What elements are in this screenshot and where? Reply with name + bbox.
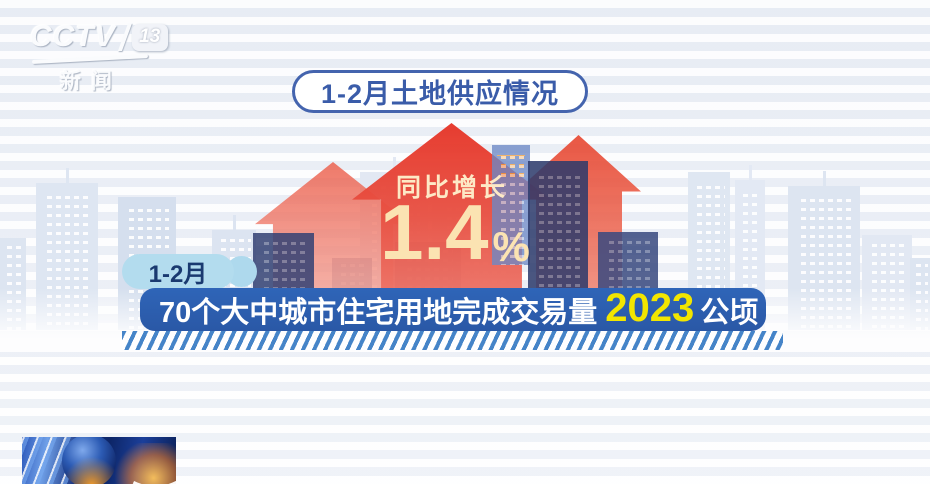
orange-glow [108, 443, 176, 484]
logo-underline [31, 53, 149, 65]
cctv-logo-row: CCTV 13 [30, 20, 168, 54]
logo-slash-icon [117, 23, 132, 51]
statistic-banner: 70个大中城市住宅用地完成交易量 2023 公顷 [140, 288, 766, 331]
news-opener-thumbnail [22, 437, 176, 484]
growth-label: 同比增长 [395, 174, 508, 202]
banner-prefix: 70个大中城市住宅用地完成交易量 [159, 296, 598, 329]
period-badge: 1-2月 [122, 254, 234, 289]
channel-number-badge: 13 [131, 23, 168, 51]
banner-value: 2023 [605, 286, 695, 330]
chart-title: 1-2月土地供应情况 [321, 79, 560, 109]
chart-title-badge: 1-2月土地供应情况 [292, 70, 589, 113]
percent-sign: % [492, 223, 530, 270]
growth-number: 1.4 [380, 188, 489, 276]
cctv-logo-text: CCTV [30, 20, 116, 53]
hazard-stripes [122, 331, 783, 350]
banner-suffix: 公顷 [700, 296, 759, 329]
cctv13-logo: CCTV 13 新闻 [30, 20, 168, 95]
globe-icon [62, 437, 116, 484]
channel-number: 13 [139, 26, 161, 47]
building-silhouette [492, 145, 530, 265]
period-text: 1-2月 [148, 261, 208, 288]
channel-name: 新闻 [60, 70, 122, 93]
growth-value: 1.4 % [360, 193, 550, 271]
